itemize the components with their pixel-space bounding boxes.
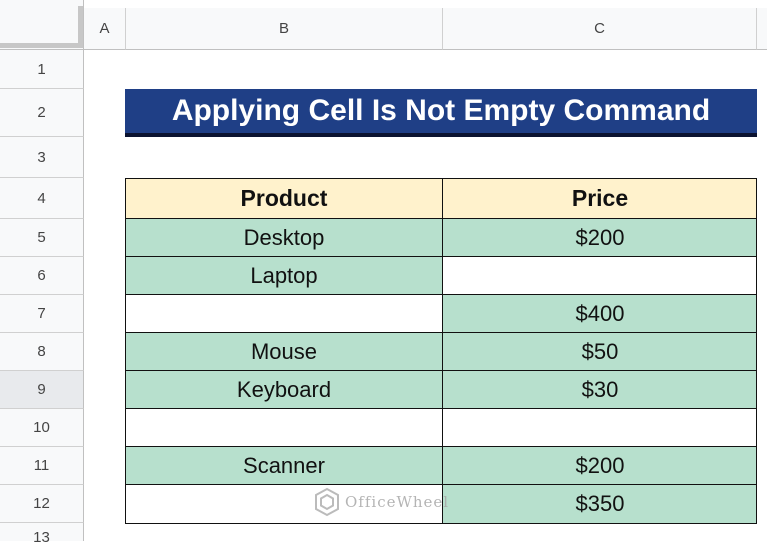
row-header-2[interactable]: 2 (0, 89, 84, 137)
table-row-divider (125, 332, 757, 333)
column-header-d[interactable] (757, 8, 767, 50)
watermark-text: OfficeWheel (345, 493, 450, 511)
product-cell-row11[interactable]: Scanner (125, 447, 443, 485)
row-header-3[interactable]: 3 (0, 137, 84, 178)
price-cell-row7[interactable]: $400 (443, 295, 757, 333)
table-row-divider (125, 256, 757, 257)
row-header-4[interactable]: 4 (0, 178, 84, 219)
row-header-6[interactable]: 6 (0, 257, 84, 295)
table-row-divider (125, 484, 757, 485)
column-header-a[interactable]: A (84, 8, 126, 50)
table-row-divider (125, 408, 757, 409)
price-cell-row5[interactable]: $200 (443, 219, 757, 257)
sheet-title[interactable]: Applying Cell Is Not Empty Command (125, 89, 757, 137)
product-cell-row9[interactable]: Keyboard (125, 371, 443, 409)
price-cell-row8[interactable]: $50 (443, 333, 757, 371)
row-header-11[interactable]: 11 (0, 447, 84, 485)
product-cell-row6[interactable]: Laptop (125, 257, 443, 295)
table-row-divider (125, 294, 757, 295)
select-all-corner[interactable] (0, 0, 84, 50)
row-header-12[interactable]: 12 (0, 485, 84, 523)
product-cell-row7[interactable] (125, 295, 443, 333)
freeze-column-handle[interactable] (78, 6, 83, 48)
table-row-divider (125, 218, 757, 219)
table-row-divider (125, 446, 757, 447)
row-header-9[interactable]: 9 (0, 371, 84, 409)
product-cell-row12[interactable] (125, 485, 443, 523)
price-cell-row6[interactable] (443, 257, 757, 295)
officewheel-watermark: OfficeWheel (313, 485, 449, 519)
header-product-cell[interactable]: Product (125, 178, 443, 219)
officewheel-logo-icon (315, 487, 339, 517)
column-header-c[interactable]: C (443, 8, 757, 50)
row-header-1[interactable]: 1 (0, 50, 84, 89)
price-cell-row11[interactable]: $200 (443, 447, 757, 485)
row-header-8[interactable]: 8 (0, 333, 84, 371)
product-cell-row5[interactable]: Desktop (125, 219, 443, 257)
header-price-cell[interactable]: Price (443, 178, 757, 219)
column-header-b[interactable]: B (126, 8, 443, 50)
price-cell-row10[interactable] (443, 409, 757, 447)
price-cell-row12[interactable]: $350 (443, 485, 757, 523)
product-cell-row8[interactable]: Mouse (125, 333, 443, 371)
row-header-10[interactable]: 10 (0, 409, 84, 447)
table-row-divider (125, 370, 757, 371)
price-cell-row9[interactable]: $30 (443, 371, 757, 409)
product-cell-row10[interactable] (125, 409, 443, 447)
row-header-13[interactable]: 13 (0, 523, 84, 546)
freeze-row-handle[interactable] (0, 43, 83, 48)
row-header-7[interactable]: 7 (0, 295, 84, 333)
table-column-divider (442, 178, 443, 524)
row-header-5[interactable]: 5 (0, 219, 84, 257)
